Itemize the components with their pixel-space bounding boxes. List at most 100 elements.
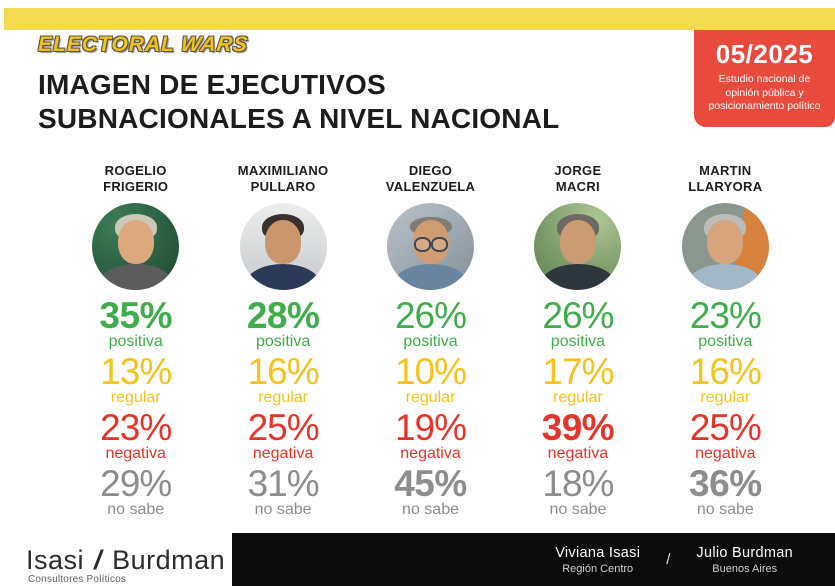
study-date-badge: 05/2025 Estudio nacional de opinión públ… xyxy=(694,30,835,127)
logo-word-wars: WARS xyxy=(179,33,251,56)
avatar-torso xyxy=(393,264,468,290)
metric-positiva: 26% positiva xyxy=(357,295,504,354)
metric-regular: 16% regular xyxy=(209,351,356,410)
name-line2: FRIGERIO xyxy=(103,179,169,195)
avatar-torso xyxy=(688,264,763,290)
metric-value: 39% xyxy=(541,407,615,448)
metric-label: negativa xyxy=(695,445,756,463)
metric-negativa: 19% negativa xyxy=(357,407,504,466)
metric-label: negativa xyxy=(400,445,461,463)
name-line1: JORGE xyxy=(554,163,602,178)
politician-name: ROGELIO FRIGERIO xyxy=(62,163,209,196)
top-accent-bar xyxy=(4,8,835,30)
avatar-photo xyxy=(681,203,769,290)
metric-regular: 17% regular xyxy=(504,353,651,410)
metric-label: positiva xyxy=(698,333,753,351)
credit-region: Región Centro xyxy=(562,562,634,575)
name-line1: DIEGO xyxy=(408,163,453,178)
metric-label: regular xyxy=(553,389,603,407)
metric-value: 28% xyxy=(246,295,320,336)
metric-value: 29% xyxy=(100,463,172,504)
metric-label: no sabe xyxy=(107,501,165,519)
consultancy-logo: Isasi / Burdman xyxy=(26,545,225,576)
avatar-photo xyxy=(92,203,180,290)
avatar-torso xyxy=(98,264,173,290)
politician-name: JORGE MACRI xyxy=(504,163,651,196)
metric-value: 35% xyxy=(99,295,172,336)
avatar-glasses xyxy=(413,237,448,252)
metric-value: 31% xyxy=(247,463,320,504)
avatar-face xyxy=(707,220,744,264)
metric-positiva: 23% positiva xyxy=(652,295,799,354)
name-line1: MAXIMILIANO xyxy=(237,163,329,178)
avatar-face xyxy=(559,220,596,264)
name-line2: MACRI xyxy=(555,179,600,195)
metric-value: 36% xyxy=(689,463,762,504)
metric-label: negativa xyxy=(105,445,166,463)
metric-no-sabe: 29% no sabe xyxy=(62,463,209,522)
credit-region: Buenos Aires xyxy=(712,562,778,575)
name-line1: ROGELIO xyxy=(104,163,167,178)
metric-value: 19% xyxy=(394,407,467,448)
politician-name: MARTIN LLARYORA xyxy=(652,163,799,196)
avatar-face xyxy=(265,220,302,264)
name-line2: LLARYORA xyxy=(688,179,763,195)
metric-label: regular xyxy=(405,389,456,407)
column-martin-llaryora: MARTIN LLARYORA 23% positiva 16% regular 2… xyxy=(652,163,799,522)
metric-label: positiva xyxy=(550,333,606,351)
credit-name: Viviana Isasi xyxy=(555,544,641,561)
metric-no-sabe: 18% no sabe xyxy=(504,463,651,522)
politician-name: MAXIMILIANO PULLARO xyxy=(209,163,356,196)
metric-value: 25% xyxy=(247,407,320,448)
badge-subtitle-line1: Estudio nacional de xyxy=(718,73,811,85)
metric-label: negativa xyxy=(252,445,314,463)
avatar-photo xyxy=(534,203,622,290)
metric-value: 16% xyxy=(247,351,320,392)
title-line-1: IMAGEN DE EJECUTIVOS xyxy=(38,69,386,100)
column-rogelio-frigerio: ROGELIO FRIGERIO 35% positiva 13% regular … xyxy=(62,163,209,522)
badge-subtitle-line3: posicionamiento político xyxy=(708,100,821,113)
metric-label: no sabe xyxy=(696,501,754,519)
badge-subtitle: Estudio nacional de opinión pública y po… xyxy=(702,73,827,114)
metric-positiva: 28% positiva xyxy=(209,295,356,354)
column-jorge-macri: JORGE MACRI 26% positiva 17% regular 39% ne… xyxy=(504,163,651,522)
metric-negativa: 25% negativa xyxy=(652,407,799,466)
column-maximiliano-pullaro: MAXIMILIANO PULLARO 28% positiva 16% regul… xyxy=(209,163,356,522)
metric-value: 26% xyxy=(394,295,467,336)
page-title: IMAGEN DE EJECUTIVOS SUBNACIONALES A NIV… xyxy=(38,68,559,135)
credit-name: Julio Burdman xyxy=(696,544,793,561)
brand-burdman: Burdman xyxy=(112,545,226,575)
metric-value: 10% xyxy=(394,351,467,392)
avatar-photo xyxy=(387,203,475,290)
metric-negativa: 39% negativa xyxy=(504,407,651,466)
credit-julio-burdman: Julio Burdman Buenos Aires xyxy=(696,545,793,575)
metric-value: 23% xyxy=(689,295,762,336)
footer-credits-bar: Viviana Isasi Región Centro / Julio Burd… xyxy=(232,533,835,586)
metric-positiva: 35% positiva xyxy=(62,295,209,354)
metric-positiva: 26% positiva xyxy=(504,297,651,354)
column-diego-valenzuela: DIEGO VALENZUELA 26% positiva 10% regular … xyxy=(357,163,504,522)
avatar-torso xyxy=(246,264,321,290)
metric-negativa: 25% negativa xyxy=(209,407,356,466)
badge-subtitle-line2: opinión pública y xyxy=(725,86,804,99)
metric-value: 16% xyxy=(689,351,762,392)
metric-no-sabe: 45% no sabe xyxy=(357,463,504,522)
metric-value: 18% xyxy=(542,463,614,504)
title-line-2: SUBNACIONALES A NIVEL NACIONAL xyxy=(38,102,560,134)
credits-divider-slash: / xyxy=(666,551,671,568)
metric-negativa: 23% negativa xyxy=(62,407,209,466)
name-line2: PULLARO xyxy=(250,179,316,195)
avatar-torso xyxy=(540,264,615,290)
metric-value: 13% xyxy=(100,351,172,392)
metric-value: 45% xyxy=(394,463,467,504)
electoral-wars-logo: ELECTORAL WARS xyxy=(38,33,251,57)
metric-no-sabe: 31% no sabe xyxy=(209,463,356,522)
metric-label: no sabe xyxy=(549,501,607,519)
metric-value: 25% xyxy=(689,407,762,448)
name-line2: VALENZUELA xyxy=(385,179,476,195)
metric-value: 23% xyxy=(100,407,172,448)
metric-label: regular xyxy=(110,389,161,407)
metric-label: positiva xyxy=(255,333,311,351)
metric-label: regular xyxy=(258,389,309,407)
politician-name: DIEGO VALENZUELA xyxy=(357,163,504,196)
